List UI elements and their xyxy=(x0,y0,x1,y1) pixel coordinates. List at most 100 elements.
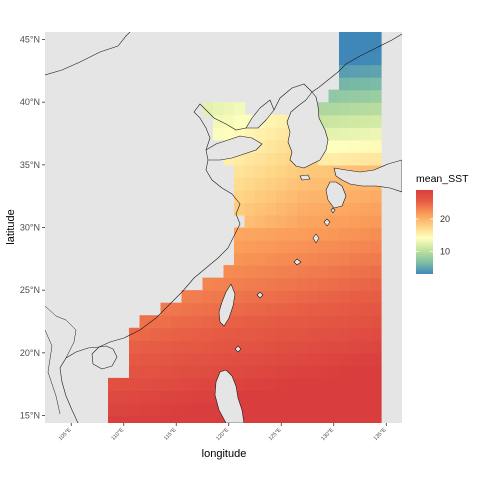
sst-cell xyxy=(339,240,351,254)
sst-cell xyxy=(349,390,361,404)
sst-cell xyxy=(202,290,214,304)
sst-cell xyxy=(318,365,330,379)
sst-cell xyxy=(360,32,372,41)
sst-cell xyxy=(255,277,267,291)
sst-cell xyxy=(349,265,361,279)
sst-cell xyxy=(255,152,267,166)
sst-cell xyxy=(339,214,351,229)
sst-cell xyxy=(349,352,361,366)
sst-cell xyxy=(213,352,225,366)
sst-cell xyxy=(349,139,361,153)
sst-cell xyxy=(328,327,340,341)
sst-cell xyxy=(265,365,277,379)
sst-cell xyxy=(328,340,340,354)
sst-cell xyxy=(244,302,256,316)
sst-cell xyxy=(223,340,235,354)
sst-cell xyxy=(129,390,141,404)
sst-cell xyxy=(318,164,330,178)
kyushu-island xyxy=(325,181,347,209)
sst-cell xyxy=(223,315,235,329)
islet-2 xyxy=(256,291,264,299)
sst-cell xyxy=(297,202,309,216)
sst-cell xyxy=(160,415,172,423)
sst-cell xyxy=(370,189,382,204)
sst-cell xyxy=(192,365,204,379)
sst-cell xyxy=(265,277,277,291)
sst-cell xyxy=(328,240,340,254)
sst-cell xyxy=(213,102,225,116)
sst-cell xyxy=(339,377,351,392)
sst-cell xyxy=(234,164,246,178)
sst-cell xyxy=(318,352,330,366)
sst-cell xyxy=(255,164,267,178)
sst-cell xyxy=(255,214,267,229)
sst-cell xyxy=(307,315,319,329)
y-tick-label: 15°N xyxy=(20,410,40,420)
sst-cell xyxy=(328,402,340,417)
sst-cell xyxy=(370,52,382,66)
sst-cell xyxy=(370,89,382,103)
sst-cell xyxy=(108,415,120,423)
sst-cell xyxy=(255,377,267,392)
sst-cell xyxy=(370,139,382,153)
sst-cell xyxy=(276,214,288,229)
sst-cell xyxy=(328,377,340,392)
sst-cell xyxy=(339,202,351,216)
sst-cell xyxy=(360,302,372,316)
sst-cell xyxy=(339,227,351,241)
sst-cell xyxy=(328,164,340,178)
sst-cell xyxy=(370,252,382,266)
sst-cell xyxy=(307,277,319,291)
sst-cell xyxy=(255,340,267,354)
luzon-island xyxy=(214,369,245,423)
sst-cell xyxy=(349,64,361,78)
sst-cell xyxy=(297,302,309,316)
taiwan-island xyxy=(218,283,236,327)
sst-cell xyxy=(349,89,361,103)
sst-cell xyxy=(286,277,298,291)
sst-cell xyxy=(171,377,183,392)
sst-cell xyxy=(370,352,382,366)
sst-cell xyxy=(192,340,204,354)
sst-cell xyxy=(192,290,204,304)
sst-cell xyxy=(339,39,351,53)
sst-cell xyxy=(244,390,256,404)
sst-cell xyxy=(213,365,225,379)
sst-cell xyxy=(318,102,330,116)
sst-cell xyxy=(297,252,309,266)
sst-cell xyxy=(360,352,372,366)
sst-cell xyxy=(307,377,319,392)
sst-cell xyxy=(360,365,372,379)
sst-cell xyxy=(139,390,151,404)
sst-cell xyxy=(223,265,235,279)
sst-cell xyxy=(276,265,288,279)
legend-colorbar xyxy=(416,190,433,274)
sst-cell xyxy=(255,240,267,254)
sst-cell xyxy=(118,402,130,417)
sst-cell xyxy=(328,390,340,404)
sst-cell xyxy=(349,127,361,141)
mainland-coastline xyxy=(45,32,402,423)
sst-cell xyxy=(286,240,298,254)
sst-cell xyxy=(360,114,372,128)
sst-cell xyxy=(370,32,382,41)
sst-cell xyxy=(160,302,172,316)
sst-cell xyxy=(265,152,277,166)
sst-cell xyxy=(244,315,256,329)
sst-cell xyxy=(234,114,246,128)
sst-cell xyxy=(150,315,162,329)
y-tick-label: 20°N xyxy=(20,348,40,358)
sst-cell xyxy=(181,402,193,417)
sst-cell xyxy=(265,164,277,178)
sst-cell xyxy=(360,77,372,91)
sst-cell xyxy=(318,327,330,341)
sst-cell xyxy=(307,214,319,229)
sst-cell xyxy=(370,290,382,304)
sst-cell xyxy=(202,327,214,341)
sst-cell xyxy=(160,390,172,404)
sst-cell xyxy=(328,89,340,103)
sst-cell xyxy=(139,377,151,392)
sst-cell xyxy=(339,52,351,66)
sst-cell xyxy=(139,340,151,354)
